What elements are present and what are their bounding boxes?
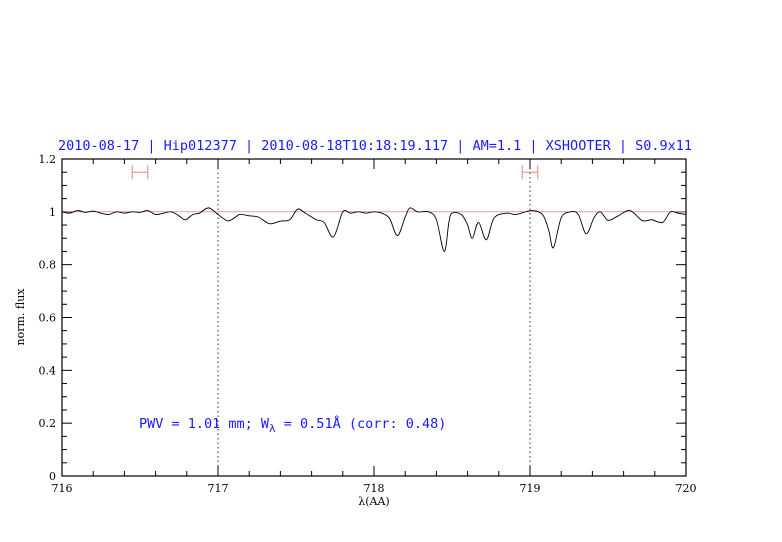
y-tick-label: 0.2 (39, 417, 57, 430)
x-tick-label: 717 (208, 482, 229, 495)
plot-frame (61, 158, 687, 477)
x-tick-label: 716 (52, 482, 73, 495)
annotation-prefix: PWV = 1.01 mm; W (139, 416, 270, 432)
y-tick-labels: 0 0.2 0.4 0.6 0.8 1 1.2 (39, 153, 57, 483)
chart-title: 2010-08-17 | Hip012377 | 2010-08-18T10:1… (58, 138, 692, 154)
y-tick-label: 1.2 (39, 153, 57, 166)
annotation-suffix: = 0.51Å (corr: 0.48) (276, 415, 447, 432)
spectrum-line (61, 207, 687, 252)
x-tick-labels: 716 717 718 719 720 (52, 482, 697, 495)
x-tick-label: 718 (364, 482, 385, 495)
x-tick-label: 719 (520, 482, 541, 495)
y-tick-label: 0.4 (39, 364, 57, 377)
x-tick-label: 720 (676, 482, 697, 495)
y-tick-label: 1 (49, 206, 56, 219)
x-axis-label: λ(AA) (358, 495, 389, 508)
y-tick-label: 0.6 (39, 312, 57, 325)
y-axis-label: norm. flux (14, 288, 27, 346)
pwv-annotation: PWV = 1.01 mm; Wλ = 0.51Å (corr: 0.48) (139, 415, 446, 435)
y-tick-label: 0.8 (39, 259, 57, 272)
annotation-subscript: λ (269, 422, 276, 435)
y-tick-label: 0 (49, 470, 56, 483)
